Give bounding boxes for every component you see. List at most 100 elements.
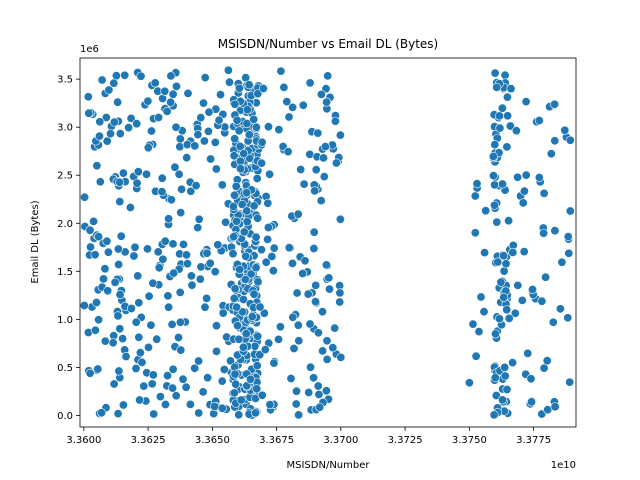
data-point-855	[563, 232, 573, 242]
data-point-512	[244, 130, 254, 140]
data-point-215	[203, 126, 213, 136]
data-point-669	[269, 358, 279, 368]
data-point-541	[239, 227, 249, 237]
data-point-785	[502, 384, 512, 394]
data-point-48	[89, 216, 99, 226]
data-point-226	[194, 408, 204, 418]
data-point-204	[147, 379, 157, 389]
data-point-601	[330, 323, 340, 333]
data-point-736	[468, 319, 478, 329]
data-point-171	[183, 259, 193, 269]
data-point-579	[228, 202, 238, 212]
data-point-681	[336, 352, 346, 362]
data-point-555	[240, 274, 250, 284]
data-point-714	[261, 257, 271, 267]
data-point-678	[263, 198, 273, 208]
data-point-728	[305, 319, 315, 329]
data-point-577	[239, 149, 249, 159]
data-point-590	[246, 374, 256, 384]
data-point-829	[489, 200, 499, 210]
data-point-819	[500, 371, 510, 381]
data-point-268	[193, 130, 203, 140]
data-point-858	[546, 149, 556, 159]
data-point-118	[182, 153, 192, 163]
y-tick-label-0: 0.0	[57, 411, 73, 422]
data-point-39	[113, 311, 123, 321]
data-point-181	[168, 383, 178, 393]
data-point-27	[99, 274, 109, 284]
data-point-219	[225, 77, 235, 87]
x-offset-label: 1e10	[551, 460, 576, 471]
data-point-247	[210, 137, 220, 147]
data-point-258	[199, 136, 209, 146]
data-point-803	[497, 179, 507, 189]
data-point-685	[313, 328, 323, 338]
data-point-695	[316, 196, 326, 206]
data-point-726	[298, 268, 308, 278]
data-point-650	[330, 116, 340, 126]
data-point-645	[265, 400, 275, 410]
data-point-887	[517, 295, 527, 305]
data-point-79	[110, 277, 120, 287]
data-point-852	[565, 206, 575, 216]
data-point-260	[212, 346, 222, 356]
data-point-469	[230, 134, 240, 144]
data-point-733	[481, 206, 491, 216]
plot-frame	[79, 57, 577, 428]
data-point-141	[166, 195, 176, 205]
data-point-635	[255, 350, 265, 360]
data-point-722	[303, 289, 313, 299]
data-point-553	[253, 213, 263, 223]
data-point-209	[162, 106, 172, 116]
data-point-183	[135, 348, 145, 358]
x-tick-label-6: 3.3750	[452, 435, 487, 446]
data-point-271	[210, 267, 220, 277]
data-point-860	[510, 308, 520, 318]
data-point-521	[234, 126, 244, 136]
data-point-826	[490, 373, 500, 383]
data-point-165	[168, 239, 178, 249]
data-point-158	[136, 71, 146, 81]
data-point-575	[229, 388, 239, 398]
data-point-694	[265, 169, 275, 179]
data-point-724	[335, 130, 345, 140]
data-point-793	[500, 70, 510, 80]
data-point-270	[219, 364, 229, 374]
data-point-263	[200, 302, 210, 312]
data-point-172	[166, 71, 176, 81]
data-point-751	[492, 217, 502, 227]
data-point-89	[109, 78, 119, 88]
data-point-876	[534, 173, 544, 183]
data-point-712	[293, 320, 303, 330]
data-point-251	[202, 293, 212, 303]
data-point-680	[289, 343, 299, 353]
data-point-884	[539, 228, 549, 238]
data-point-276	[217, 403, 227, 413]
data-point-830	[499, 292, 509, 302]
data-point-866	[539, 188, 549, 198]
data-point-538	[253, 89, 263, 99]
data-point-853	[513, 172, 523, 182]
data-point-784	[494, 111, 504, 121]
data-point-382	[229, 293, 239, 303]
data-point-725	[311, 165, 321, 175]
data-point-269	[191, 181, 201, 191]
data-point-608	[294, 336, 304, 346]
data-point-549	[249, 114, 259, 124]
data-point-174	[152, 334, 162, 344]
data-point-149	[153, 247, 163, 257]
data-point-891	[504, 313, 514, 323]
data-point-689	[293, 209, 303, 219]
data-point-503	[249, 201, 259, 211]
y-tick-label-1: 0.5	[57, 363, 73, 374]
data-point-763	[503, 111, 513, 121]
data-point-599	[235, 264, 245, 274]
data-point-846	[565, 377, 575, 387]
data-point-78	[97, 408, 107, 418]
data-point-33	[100, 336, 110, 346]
data-point-175	[171, 391, 181, 401]
data-point-592	[242, 188, 252, 198]
data-point-198	[181, 382, 191, 392]
data-point-93	[116, 231, 126, 241]
data-point-98	[103, 286, 113, 296]
